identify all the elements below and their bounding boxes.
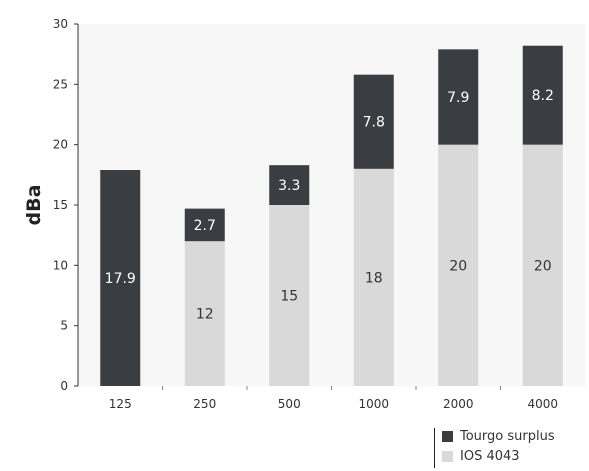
y-tick-label-20: 20 <box>53 138 68 152</box>
y-tick-label-15: 15 <box>53 198 68 212</box>
x-tick-label-2000: 2000 <box>443 397 474 411</box>
data-label-tourgo-surplus-4000: 8.2 <box>532 88 554 104</box>
bar-ios-4043-4000 <box>522 144 563 386</box>
data-label-ios-4043-2000: 20 <box>449 258 467 274</box>
x-tick-label-1000: 1000 <box>358 397 389 411</box>
legend: Tourgo surplus IOS 4043 <box>434 426 555 468</box>
bar-tourgo-surplus-1000 <box>353 74 394 169</box>
data-label-ios-4043-4000: 20 <box>534 258 552 274</box>
y-tick-label-10: 10 <box>53 258 68 272</box>
x-axis-ticks: 125 250 500 1000 2000 4000 <box>109 386 558 411</box>
y-tick-label-25: 25 <box>53 77 68 91</box>
x-tick-label-125: 125 <box>109 397 132 411</box>
bar-ios-4043-2000 <box>438 144 479 386</box>
bar-tourgo-surplus-500 <box>269 165 310 205</box>
plot-area <box>78 24 585 386</box>
x-tick-label-500: 500 <box>278 397 301 411</box>
bars <box>100 45 563 386</box>
data-label-tourgo-surplus-250: 2.7 <box>194 218 216 234</box>
bar-ios-4043-1000 <box>353 168 394 386</box>
legend-item-ios-4043: IOS 4043 <box>434 446 555 466</box>
y-tick-label-0: 0 <box>60 379 68 393</box>
legend-swatch-tourgo-surplus <box>442 430 453 442</box>
legend-swatch-ios-4043 <box>442 450 453 462</box>
data-labels: 17.9 12 2.7 15 3.3 18 7.8 20 7.9 20 8.2 <box>105 88 554 322</box>
y-axis-ticks: 0 5 10 15 20 25 30 <box>53 17 78 393</box>
bar-tourgo-surplus-250 <box>184 208 225 242</box>
bar-ios-4043-250 <box>184 241 225 386</box>
data-label-tourgo-surplus-1000: 7.8 <box>363 115 385 131</box>
bar-ios-4043-500 <box>269 205 310 386</box>
y-axis-label: dBa <box>23 185 45 226</box>
legend-item-tourgo-surplus: Tourgo surplus <box>434 426 555 446</box>
y-tick-label-30: 30 <box>53 17 68 31</box>
data-label-ios-4043-250: 12 <box>196 307 214 323</box>
bar-tourgo-surplus-125 <box>100 170 141 386</box>
data-label-ios-4043-1000: 18 <box>365 270 383 286</box>
data-label-tourgo-surplus-2000: 7.9 <box>447 90 469 106</box>
y-tick-label-5: 5 <box>60 319 68 333</box>
bar-tourgo-surplus-4000 <box>522 45 563 145</box>
data-label-tourgo-surplus-500: 3.3 <box>278 178 300 194</box>
data-label-ios-4043-500: 15 <box>280 289 298 305</box>
x-tick-label-250: 250 <box>193 397 216 411</box>
data-label-tourgo-surplus-125: 17.9 <box>105 271 136 287</box>
legend-rule <box>434 428 435 468</box>
x-tick-label-4000: 4000 <box>527 397 558 411</box>
legend-label-ios-4043: IOS 4043 <box>460 448 520 464</box>
bar-tourgo-surplus-2000 <box>438 49 479 145</box>
legend-label-tourgo-surplus: Tourgo surplus <box>460 428 555 444</box>
